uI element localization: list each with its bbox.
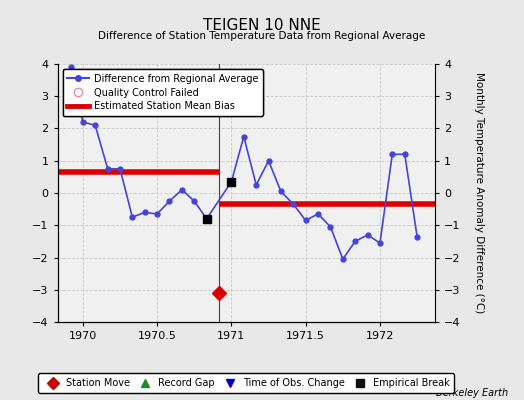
Legend: Difference from Regional Average, Quality Control Failed, Estimated Station Mean: Difference from Regional Average, Qualit… bbox=[62, 69, 263, 116]
Text: TEIGEN 10 NNE: TEIGEN 10 NNE bbox=[203, 18, 321, 33]
Y-axis label: Monthly Temperature Anomaly Difference (°C): Monthly Temperature Anomaly Difference (… bbox=[474, 72, 484, 314]
Legend: Station Move, Record Gap, Time of Obs. Change, Empirical Break: Station Move, Record Gap, Time of Obs. C… bbox=[38, 374, 454, 393]
Text: Berkeley Earth: Berkeley Earth bbox=[436, 388, 508, 398]
Text: Difference of Station Temperature Data from Regional Average: Difference of Station Temperature Data f… bbox=[99, 31, 425, 41]
